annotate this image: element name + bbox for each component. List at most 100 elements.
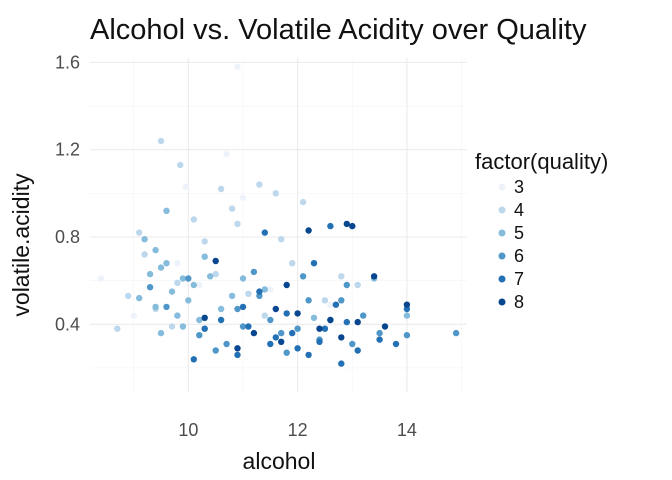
y-tick-label: 1.2	[55, 140, 80, 160]
data-point-quality-8	[354, 318, 361, 326]
data-point-quality-4	[125, 292, 132, 300]
data-point-quality-5	[136, 294, 143, 302]
data-point-quality-8	[272, 305, 279, 313]
data-point-quality-5	[146, 270, 154, 278]
data-point-quality-3	[130, 312, 137, 319]
data-point-quality-4	[338, 273, 345, 280]
grid-lines	[90, 58, 467, 392]
data-point-quality-7	[217, 316, 225, 324]
data-point-quality-3	[223, 150, 230, 158]
data-point-quality-7	[392, 340, 400, 348]
data-point-quality-8	[403, 301, 411, 308]
data-point-quality-8	[338, 334, 345, 341]
data-point-quality-5	[217, 305, 225, 313]
legend-entries: 3 4 5 6 7 8	[498, 177, 524, 312]
data-point-quality-8	[250, 329, 258, 337]
data-point-quality-6	[223, 340, 230, 348]
legend-key-3	[498, 183, 506, 191]
data-point-quality-8	[278, 338, 285, 345]
data-point-quality-5	[196, 316, 203, 324]
data-point-quality-6	[239, 323, 247, 330]
data-point-quality-7	[310, 260, 318, 267]
data-point-quality-6	[196, 332, 203, 339]
data-point-quality-6	[376, 329, 383, 337]
data-point-quality-7	[354, 347, 361, 354]
data-point-quality-6	[349, 340, 356, 348]
data-point-quality-5	[174, 312, 181, 319]
data-point-quality-4	[299, 198, 307, 206]
data-point-quality-6	[299, 273, 307, 280]
data-point-quality-7	[332, 301, 340, 308]
data-point-quality-7	[316, 338, 323, 345]
data-point-quality-7	[321, 325, 329, 332]
data-point-quality-8	[316, 325, 323, 332]
data-point-quality-3	[327, 301, 334, 308]
legend-label-5: 5	[514, 223, 524, 243]
legend-key-4	[498, 206, 506, 214]
data-point-quality-7	[305, 351, 312, 359]
legend-label-3: 3	[514, 177, 524, 197]
data-point-quality-7	[343, 318, 350, 326]
x-tick-label: 10	[178, 420, 198, 440]
data-point-quality-3	[234, 63, 241, 70]
legend-label-4: 4	[514, 200, 524, 220]
data-point-quality-7	[201, 325, 208, 332]
data-point-quality-8	[201, 314, 208, 321]
data-point-quality-3	[182, 183, 189, 190]
data-point-quality-4	[114, 325, 121, 332]
data-point-quality-3	[196, 281, 203, 289]
data-point-quality-3	[239, 194, 247, 201]
data-point-quality-8	[370, 273, 378, 280]
data-point-quality-6	[343, 281, 350, 289]
data-point-quality-3	[97, 275, 105, 282]
data-point-quality-5	[152, 246, 159, 254]
legend-key-6	[498, 252, 506, 260]
data-point-quality-6	[338, 297, 345, 304]
data-point-quality-4	[168, 323, 176, 330]
data-point-quality-5	[168, 288, 176, 295]
data-point-quality-8	[343, 220, 350, 228]
data-point-quality-6	[294, 325, 301, 332]
data-point-quality-5	[152, 303, 159, 311]
data-point-quality-7	[190, 356, 197, 363]
data-point-quality-4	[174, 279, 181, 286]
data-point-quality-5	[163, 260, 170, 267]
data-point-quality-7	[289, 329, 296, 337]
data-point-quality-5	[179, 275, 187, 282]
data-point-quality-5	[141, 236, 148, 243]
data-point-quality-7	[376, 336, 383, 343]
y-axis-ticks: 0.4 0.8 1.2 1.6	[55, 52, 80, 334]
data-point-quality-4	[234, 220, 241, 228]
data-point-quality-5	[239, 275, 247, 282]
data-point-quality-3	[267, 286, 274, 293]
data-point-quality-7	[256, 288, 263, 295]
data-point-quality-8	[381, 323, 389, 330]
data-point-quality-5	[261, 286, 268, 293]
data-point-quality-7	[338, 360, 345, 367]
data-point-quality-4	[245, 290, 252, 297]
data-point-quality-6	[278, 329, 285, 337]
legend: factor(quality) 3 4 5 6 7 8	[475, 149, 608, 312]
data-point-quality-6	[146, 284, 154, 291]
data-point-quality-4	[136, 229, 143, 236]
data-point-quality-6	[212, 347, 219, 354]
data-point-quality-4	[354, 281, 361, 289]
data-point-quality-3	[174, 260, 181, 267]
data-point-quality-5	[163, 207, 170, 214]
data-point-quality-4	[289, 260, 296, 267]
legend-key-8	[498, 298, 506, 306]
data-point-quality-8	[349, 222, 356, 230]
data-points	[97, 63, 460, 367]
legend-label-7: 7	[514, 269, 524, 289]
x-axis-title: alcohol	[243, 448, 316, 474]
data-point-quality-4	[177, 161, 184, 169]
data-point-quality-8	[327, 316, 334, 324]
data-point-quality-7	[261, 229, 268, 236]
legend-title: factor(quality)	[475, 149, 608, 174]
data-point-quality-5	[228, 292, 236, 300]
data-point-quality-6	[360, 312, 367, 319]
data-point-quality-4	[157, 137, 165, 145]
data-point-quality-5	[310, 314, 318, 321]
